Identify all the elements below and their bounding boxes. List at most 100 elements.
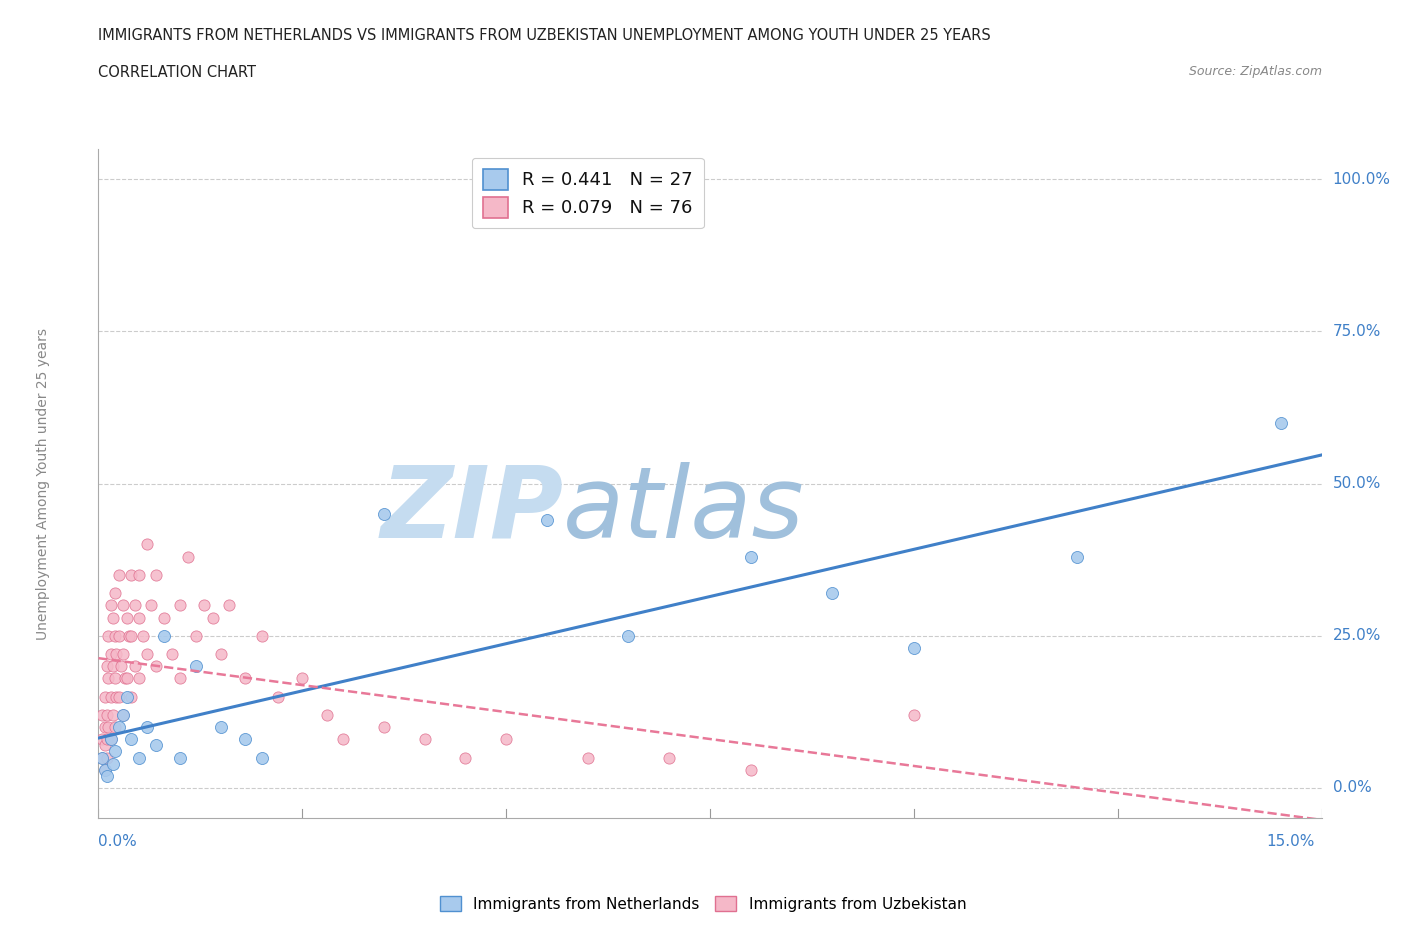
Point — [104, 586, 127, 601]
Point — [94, 763, 117, 777]
Point — [111, 708, 134, 723]
Text: atlas: atlas — [564, 462, 804, 559]
Point — [193, 598, 215, 613]
Point — [186, 629, 208, 644]
Point — [576, 751, 599, 765]
Point — [209, 720, 232, 735]
Text: 100.0%: 100.0% — [1333, 172, 1391, 187]
Point — [111, 598, 134, 613]
Point — [105, 646, 128, 661]
Point — [740, 550, 762, 565]
Point — [617, 629, 640, 644]
Point — [136, 646, 159, 661]
Point — [111, 708, 134, 723]
Point — [108, 629, 131, 644]
Point — [101, 708, 124, 723]
Text: 25.0%: 25.0% — [1333, 629, 1381, 644]
Point — [94, 763, 117, 777]
Point — [250, 751, 273, 765]
Point — [128, 610, 150, 625]
Text: Source: ZipAtlas.com: Source: ZipAtlas.com — [1188, 65, 1322, 78]
Text: IMMIGRANTS FROM NETHERLANDS VS IMMIGRANTS FROM UZBEKISTAN UNEMPLOYMENT AMONG YOU: IMMIGRANTS FROM NETHERLANDS VS IMMIGRANT… — [98, 28, 991, 43]
Point — [96, 732, 118, 747]
Point — [115, 610, 138, 625]
Point — [96, 751, 118, 765]
Point — [201, 610, 224, 625]
Point — [108, 720, 131, 735]
Point — [658, 751, 681, 765]
Point — [120, 567, 142, 582]
Point — [91, 751, 114, 765]
Text: ZIP: ZIP — [380, 462, 564, 559]
Point — [105, 689, 128, 704]
Point — [101, 756, 124, 771]
Point — [96, 658, 118, 673]
Text: 50.0%: 50.0% — [1333, 476, 1381, 491]
Point — [91, 708, 114, 723]
Text: CORRELATION CHART: CORRELATION CHART — [98, 65, 256, 80]
Point — [903, 708, 925, 723]
Point — [128, 751, 150, 765]
Text: 15.0%: 15.0% — [1267, 834, 1315, 849]
Point — [152, 629, 174, 644]
Point — [108, 689, 131, 704]
Point — [110, 658, 132, 673]
Text: 75.0%: 75.0% — [1333, 324, 1381, 339]
Point — [169, 598, 191, 613]
Legend: Immigrants from Netherlands, Immigrants from Uzbekistan: Immigrants from Netherlands, Immigrants … — [433, 889, 973, 918]
Point — [124, 598, 146, 613]
Point — [536, 512, 558, 527]
Point — [115, 671, 138, 685]
Point — [250, 629, 273, 644]
Point — [145, 567, 167, 582]
Point — [373, 507, 395, 522]
Point — [1066, 550, 1088, 565]
Point — [100, 732, 122, 747]
Point — [169, 671, 191, 685]
Point — [91, 751, 114, 765]
Point — [97, 720, 120, 735]
Point — [132, 629, 155, 644]
Point — [96, 708, 118, 723]
Point — [152, 610, 174, 625]
Point — [111, 646, 134, 661]
Point — [454, 751, 477, 765]
Point — [91, 732, 114, 747]
Point — [96, 768, 118, 783]
Point — [120, 732, 142, 747]
Point — [315, 708, 337, 723]
Point — [145, 737, 167, 752]
Point — [233, 671, 256, 685]
Text: 0.0%: 0.0% — [1333, 780, 1371, 795]
Point — [128, 567, 150, 582]
Point — [118, 629, 141, 644]
Point — [120, 689, 142, 704]
Point — [104, 720, 127, 735]
Point — [104, 744, 127, 759]
Point — [267, 689, 290, 704]
Text: Unemployment Among Youth under 25 years: Unemployment Among Youth under 25 years — [37, 327, 51, 640]
Point — [94, 689, 117, 704]
Point — [108, 567, 131, 582]
Point — [413, 732, 436, 747]
Point — [128, 671, 150, 685]
Point — [903, 641, 925, 656]
Point — [100, 732, 122, 747]
Point — [136, 720, 159, 735]
Point — [291, 671, 314, 685]
Point — [100, 689, 122, 704]
Point — [104, 629, 127, 644]
Text: 0.0%: 0.0% — [98, 834, 138, 849]
Point — [120, 629, 142, 644]
Point — [100, 598, 122, 613]
Point — [141, 598, 163, 613]
Point — [94, 720, 117, 735]
Point — [97, 671, 120, 685]
Point — [209, 646, 232, 661]
Point — [160, 646, 183, 661]
Point — [136, 537, 159, 551]
Point — [169, 751, 191, 765]
Point — [124, 658, 146, 673]
Point — [114, 671, 136, 685]
Point — [115, 689, 138, 704]
